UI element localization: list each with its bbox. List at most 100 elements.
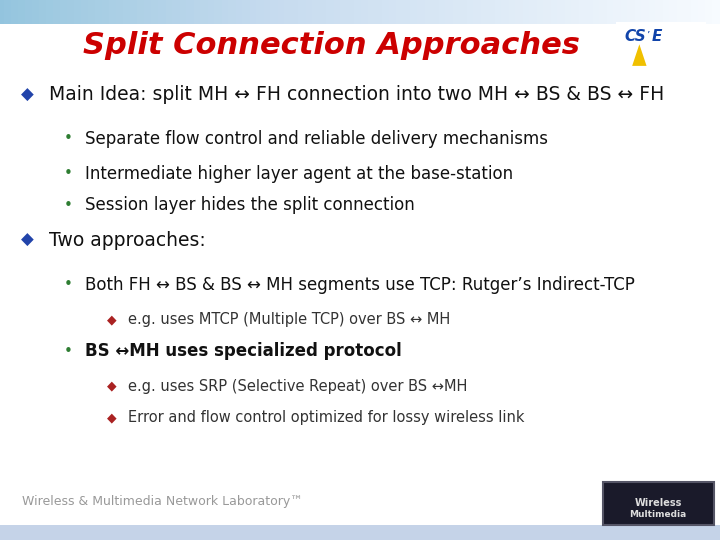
Bar (449, 0, 454, 23)
Bar (202, 0, 207, 23)
Bar (318, 0, 323, 23)
Bar (474, 0, 479, 23)
Bar (333, 0, 338, 23)
Bar (257, 0, 262, 23)
Bar (227, 0, 232, 23)
Text: Split Connection Approaches: Split Connection Approaches (83, 31, 580, 60)
Bar (454, 0, 459, 23)
Bar (237, 0, 242, 23)
Bar (66, 0, 71, 23)
Bar (368, 0, 373, 23)
Text: •: • (64, 277, 73, 292)
Bar (197, 0, 202, 23)
Bar (408, 0, 413, 23)
Text: •: • (64, 131, 73, 146)
Bar (212, 0, 217, 23)
Bar (136, 0, 141, 23)
Bar (96, 0, 101, 23)
Bar (302, 0, 307, 23)
Bar (91, 0, 96, 23)
Text: Intermediate higher layer agent at the base-station: Intermediate higher layer agent at the b… (85, 165, 513, 183)
Bar (232, 0, 237, 23)
Bar (55, 0, 60, 23)
Text: •: • (64, 166, 73, 181)
Bar (363, 0, 368, 23)
Bar (479, 0, 484, 23)
Bar (444, 0, 449, 23)
Bar (171, 0, 176, 23)
Bar (111, 0, 116, 23)
Bar (358, 0, 363, 23)
Bar (40, 0, 45, 23)
Bar (86, 0, 91, 23)
Bar (343, 0, 348, 23)
Text: ◆: ◆ (21, 231, 34, 249)
Bar (312, 0, 318, 23)
Bar (398, 0, 403, 23)
Bar (151, 0, 156, 23)
Bar (121, 0, 126, 23)
Bar (106, 0, 111, 23)
Text: e.g. uses SRP (Selective Repeat) over BS ↔MH: e.g. uses SRP (Selective Repeat) over BS… (128, 379, 467, 394)
FancyBboxPatch shape (0, 479, 720, 525)
Bar (116, 0, 121, 23)
Bar (494, 0, 499, 23)
Text: e.g. uses MTCP (Multiple TCP) over BS ↔ MH: e.g. uses MTCP (Multiple TCP) over BS ↔ … (128, 312, 451, 327)
Bar (131, 0, 136, 23)
Bar (166, 0, 171, 23)
Text: Two approaches:: Two approaches: (49, 231, 206, 250)
Bar (438, 0, 444, 23)
Text: ◆: ◆ (107, 313, 117, 326)
Bar (71, 0, 76, 23)
Text: ◆: ◆ (107, 380, 117, 393)
Bar (156, 0, 161, 23)
Bar (20, 0, 25, 23)
Text: Multimedia: Multimedia (629, 510, 687, 518)
Bar (247, 0, 252, 23)
Text: BS ↔MH uses specialized protocol: BS ↔MH uses specialized protocol (85, 342, 402, 360)
Bar (464, 0, 469, 23)
Text: Session layer hides the split connection: Session layer hides the split connection (85, 196, 415, 214)
Text: ◆: ◆ (21, 85, 34, 104)
Bar (323, 0, 328, 23)
Bar (433, 0, 438, 23)
Bar (81, 0, 86, 23)
Bar (277, 0, 282, 23)
Bar (282, 0, 287, 23)
Bar (0, 0, 5, 23)
Bar (353, 0, 358, 23)
Bar (5, 0, 10, 23)
Bar (207, 0, 212, 23)
Bar (45, 0, 50, 23)
Bar (262, 0, 267, 23)
Text: Error and flow control optimized for lossy wireless link: Error and flow control optimized for los… (128, 410, 525, 425)
Bar (176, 0, 181, 23)
Text: •: • (64, 343, 73, 359)
Bar (252, 0, 257, 23)
Bar (242, 0, 247, 23)
Bar (393, 0, 398, 23)
FancyBboxPatch shape (616, 22, 706, 68)
Bar (489, 0, 494, 23)
Bar (267, 0, 272, 23)
Bar (328, 0, 333, 23)
Bar (76, 0, 81, 23)
FancyBboxPatch shape (0, 0, 720, 19)
Bar (459, 0, 464, 23)
Text: Both FH ↔ BS & BS ↔ MH segments use TCP: Rutger’s Indirect-TCP: Both FH ↔ BS & BS ↔ MH segments use TCP:… (85, 275, 635, 294)
Bar (101, 0, 106, 23)
Bar (418, 0, 423, 23)
Bar (413, 0, 418, 23)
Text: Wireless & Multimedia Network Laboratory™: Wireless & Multimedia Network Laboratory… (22, 495, 302, 508)
Bar (348, 0, 353, 23)
Bar (146, 0, 151, 23)
Text: •: • (64, 198, 73, 213)
Bar (141, 0, 146, 23)
Bar (192, 0, 197, 23)
Text: ◆: ◆ (107, 411, 117, 424)
Bar (383, 0, 388, 23)
Bar (30, 0, 35, 23)
Bar (428, 0, 433, 23)
Text: ’: ’ (646, 31, 649, 41)
Bar (222, 0, 227, 23)
